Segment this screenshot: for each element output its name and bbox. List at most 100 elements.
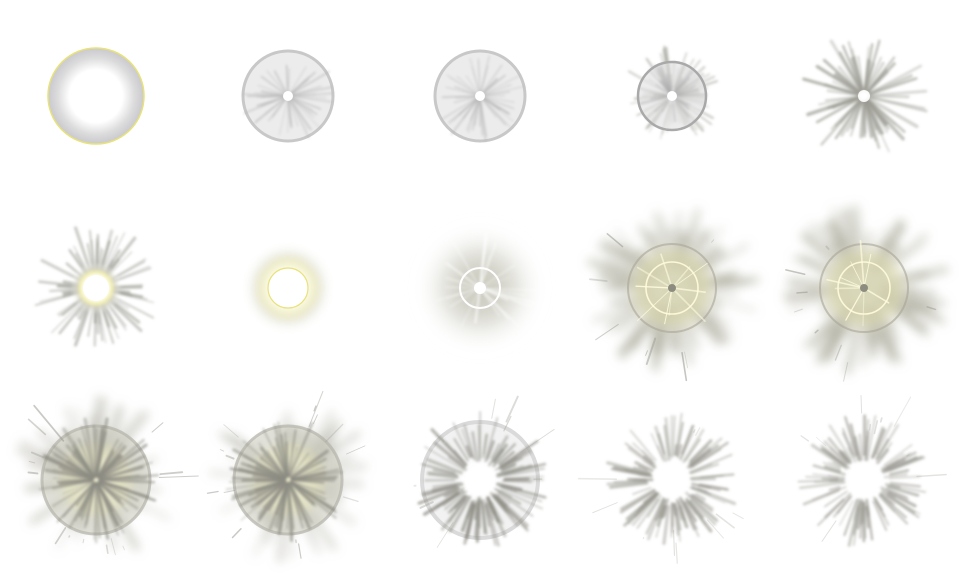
shatter-debris-piece: [346, 445, 366, 455]
debris-streak: [433, 441, 466, 469]
debris-streak: [662, 505, 671, 545]
debris-streak: [677, 444, 683, 459]
debris-streak: [432, 482, 461, 488]
shatter-shard: [288, 446, 298, 477]
frame-10-big-flash: [768, 192, 960, 384]
shatter-graphic: [16, 395, 199, 556]
debris-streak: [427, 471, 459, 479]
debris-streak: [880, 453, 905, 470]
frame-11-shatter: [0, 384, 199, 576]
disc-ray: [279, 100, 288, 136]
disc-ray: [648, 69, 671, 94]
flash-debris-piece: [926, 306, 937, 311]
debris-streak: [884, 483, 901, 489]
shatter-shard: [83, 417, 97, 479]
flash-crack: [672, 288, 706, 322]
debris-streak: [496, 482, 523, 492]
shatter-shard: [95, 482, 107, 530]
debris-bit: [893, 396, 912, 427]
debris-streak: [495, 496, 528, 530]
disc-ray: [483, 91, 511, 96]
flash-debris-piece: [785, 269, 806, 276]
shatter-debris-piece: [225, 454, 235, 460]
frame-4-disc-burst: [576, 0, 768, 192]
frame-5-burst: [768, 0, 960, 192]
debris-streak: [887, 491, 917, 508]
disc-ray: [667, 63, 673, 94]
disc-ray: [288, 99, 299, 127]
shatter-debris-piece: [342, 496, 359, 503]
shatter-shard: [51, 480, 95, 507]
debris-bit: [419, 501, 434, 509]
debris-streak: [852, 506, 861, 537]
debris-streak: [448, 495, 472, 533]
disc-ray: [638, 95, 670, 105]
disc-ray: [674, 96, 707, 104]
flash-streak: [483, 289, 509, 301]
flash-crack: [859, 239, 865, 288]
shatter-debris-piece: [27, 471, 39, 475]
debris-streak: [426, 458, 463, 475]
burst-ray: [815, 97, 861, 124]
debris-streak: [691, 486, 712, 495]
disc-ray: [650, 95, 670, 100]
disc-ray: [483, 96, 515, 103]
shatter-shard: [290, 468, 340, 481]
shatter-debris-piece: [33, 404, 65, 442]
debris-streaks: [417, 411, 547, 547]
burst-ray: [834, 99, 862, 140]
debris-streak: [866, 415, 877, 462]
disc-ray: [653, 94, 668, 97]
debris-streak: [612, 467, 648, 477]
disc-ray: [291, 95, 333, 103]
debris-streak: [663, 424, 671, 461]
disc-ray: [260, 75, 286, 95]
shatter-shard: [290, 481, 335, 512]
shatter-shard: [239, 480, 287, 507]
disc-ray: [456, 76, 478, 95]
flash-debris-piece: [796, 291, 808, 294]
frame-14-debris: [576, 384, 768, 576]
flash-crack: [862, 289, 865, 327]
debris-streak: [445, 489, 465, 503]
debris-streak: [481, 433, 488, 459]
debris-streak: [497, 489, 513, 499]
debris-streaks: [797, 414, 927, 547]
disc-ray: [479, 99, 483, 136]
debris-streak: [645, 496, 665, 535]
disc-ray: [290, 70, 330, 95]
shatter-shard: [286, 482, 294, 543]
disc-ray: [657, 65, 672, 94]
debris-streak: [675, 498, 684, 521]
ring-disc: [48, 48, 144, 144]
disc-ray: [648, 92, 668, 96]
shatter-debris-piece: [313, 405, 317, 412]
frame-15-debris: [768, 384, 960, 576]
shatter-debris-piece: [308, 390, 324, 428]
flash-crack: [664, 289, 673, 325]
shatter-shard: [71, 453, 96, 480]
glow-core: [268, 268, 308, 308]
debris-bit: [675, 542, 678, 564]
disc-ray: [482, 75, 521, 95]
shatter-debris-piece: [231, 527, 242, 539]
flash-inner-ring: [645, 261, 699, 315]
disc-ray: [674, 97, 689, 106]
disc-ray: [290, 79, 309, 94]
shatter-shard: [99, 461, 153, 480]
disc-ray: [675, 93, 708, 97]
debris-graphic: [577, 412, 744, 564]
debris-streak: [865, 498, 874, 541]
disc-ray: [260, 90, 286, 97]
disc-ray: [477, 58, 481, 93]
debris-streak: [466, 502, 474, 519]
flash-core: [668, 284, 676, 292]
shatter-shard: [99, 480, 152, 500]
flash-cracks: [826, 239, 890, 327]
flash-crack: [863, 253, 872, 287]
debris-streak: [642, 459, 656, 469]
burst-ray: [863, 58, 869, 91]
shatter-shard: [257, 482, 287, 522]
flash-crack: [839, 276, 863, 288]
debris-bit: [436, 522, 454, 548]
